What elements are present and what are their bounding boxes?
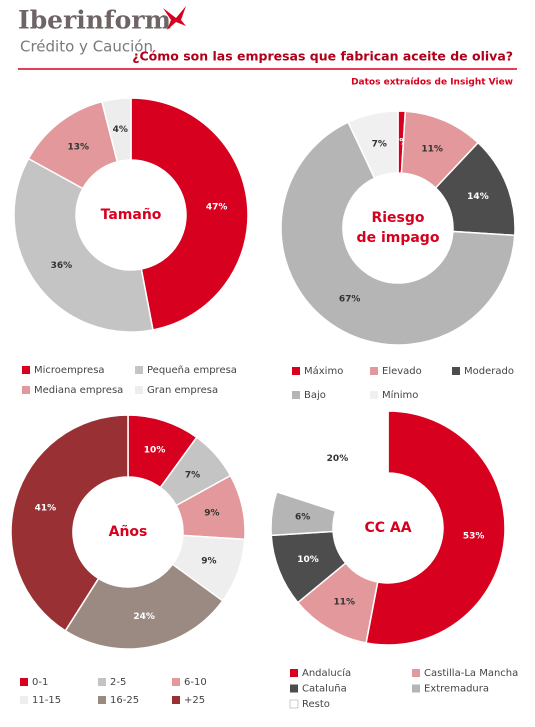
legend-swatch — [98, 678, 106, 686]
legend-label: Extremadura — [424, 684, 489, 695]
donut-slice — [275, 410, 389, 512]
value-label: 20% — [327, 454, 349, 464]
legend-swatch — [20, 678, 28, 686]
legend-label: 6-10 — [184, 677, 207, 688]
legend-label: Resto — [302, 699, 330, 710]
page-title: ¿Cómo son las empresas que fabrican acei… — [132, 49, 513, 64]
legend-label: 2-5 — [110, 677, 126, 688]
value-label: 53% — [463, 532, 485, 542]
value-label: 24% — [133, 612, 155, 622]
value-label: 7% — [185, 471, 200, 481]
value-label: 11% — [421, 145, 443, 155]
legend-label: +25 — [184, 695, 205, 706]
legend-swatch — [290, 669, 298, 677]
value-label: 41% — [35, 504, 57, 514]
donut-slice — [10, 414, 129, 632]
legend-label: Máximo — [304, 365, 343, 377]
legend-swatch — [370, 391, 378, 399]
legend-swatch — [20, 696, 28, 704]
legend-label: Mínimo — [382, 389, 418, 401]
legend-swatch — [292, 367, 300, 375]
donut-slice — [280, 121, 516, 346]
value-label: 67% — [339, 295, 361, 305]
value-label: 11% — [333, 598, 355, 608]
donut-slice — [64, 563, 224, 650]
legend-swatch — [135, 386, 143, 394]
value-label: 9% — [201, 557, 216, 567]
legend-swatch — [172, 696, 180, 704]
legend-swatch — [289, 699, 299, 709]
legend-label: Moderado — [464, 366, 514, 377]
center-label: de impago — [357, 230, 440, 246]
legend-label: 0-1 — [32, 677, 48, 688]
legend-label: Cataluña — [302, 684, 347, 695]
value-label: 9% — [204, 509, 219, 519]
legend-swatch — [370, 367, 378, 375]
donut-slice — [347, 110, 399, 180]
legend-swatch — [22, 366, 30, 374]
value-label: 1% — [393, 138, 408, 148]
legend-swatch — [135, 366, 143, 374]
center-label: Riesgo — [371, 210, 424, 226]
legend-swatch — [290, 684, 298, 693]
legend-label: Pequeña empresa — [147, 365, 237, 376]
value-label: 10% — [144, 446, 166, 456]
legend-swatch — [412, 684, 420, 693]
logo-subtitle: Crédito y Caución — [20, 38, 153, 56]
donut-slice — [365, 410, 506, 646]
legend-label: Microempresa — [34, 365, 105, 376]
legend-label: 11-15 — [32, 695, 61, 706]
value-label: 10% — [297, 555, 319, 565]
center-label: Años — [109, 524, 148, 540]
center-label: CC AA — [364, 520, 411, 536]
legend-label: 16-25 — [110, 695, 139, 706]
donut-slice — [130, 97, 249, 331]
value-label: 36% — [51, 261, 73, 271]
source-note: Datos extraídos de Insight View — [351, 78, 513, 88]
logo-bird — [163, 6, 186, 30]
legend-label: Bajo — [304, 390, 326, 401]
legend-label: Andalucía — [302, 667, 351, 679]
value-label: 47% — [206, 202, 228, 212]
legend-label: Gran empresa — [147, 385, 218, 396]
value-label: 13% — [68, 143, 90, 153]
legend-swatch — [452, 367, 460, 375]
value-label: 14% — [467, 192, 489, 202]
legend-label: Elevado — [382, 366, 422, 377]
legend-swatch — [292, 391, 300, 399]
legend-swatch — [22, 386, 30, 394]
legend-swatch — [172, 678, 180, 686]
value-label: 4% — [113, 125, 128, 135]
donut-slice — [13, 157, 154, 333]
legend-label: Castilla-La Mancha — [424, 668, 518, 679]
center-label: Tamaño — [101, 207, 162, 223]
donut-slice — [100, 97, 132, 163]
value-label: 6% — [295, 513, 310, 523]
legend-swatch — [412, 669, 420, 677]
value-label: 7% — [372, 140, 387, 150]
legend-label: Mediana empresa — [34, 385, 123, 396]
legend-swatch — [98, 696, 106, 704]
logo: Iberinform — [18, 6, 171, 35]
